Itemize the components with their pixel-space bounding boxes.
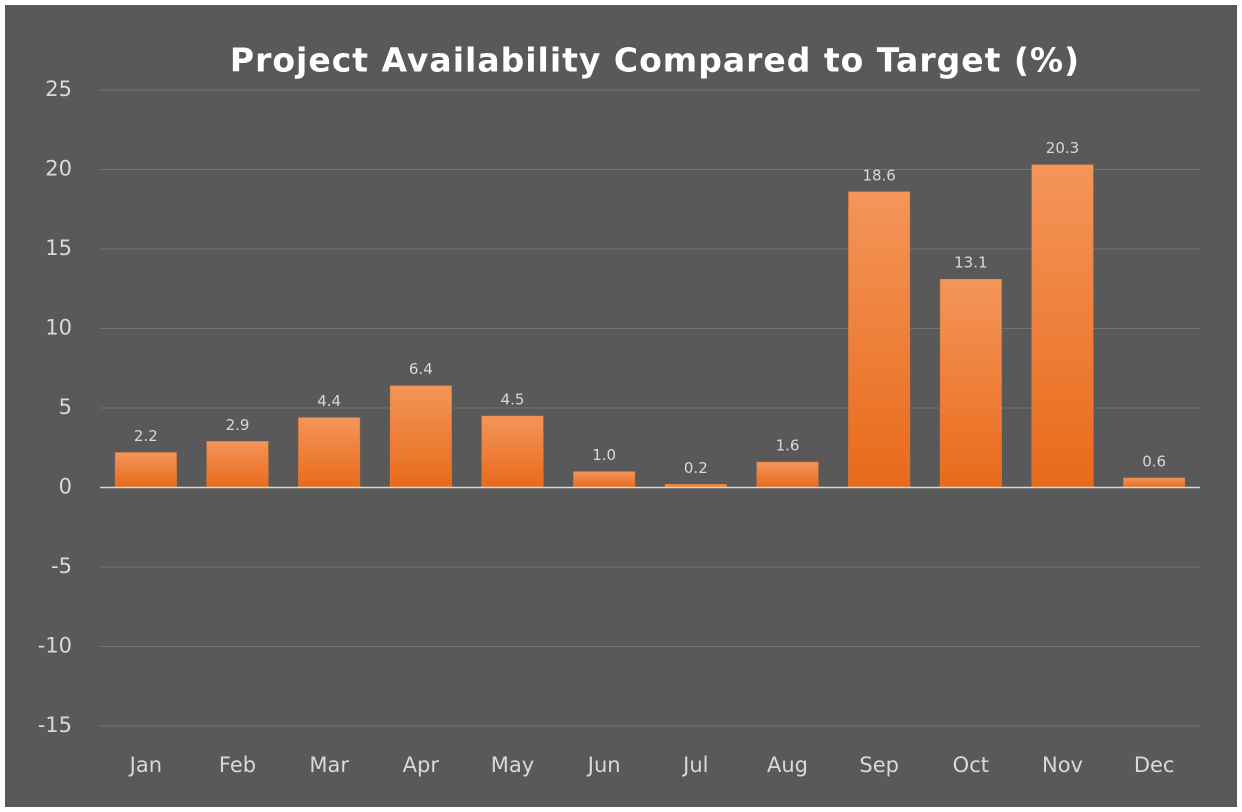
- bar: [848, 191, 911, 488]
- y-tick-label: -15: [38, 713, 72, 737]
- x-tick-label: Mar: [309, 753, 349, 777]
- x-tick-label: Aug: [767, 753, 808, 777]
- bar: [481, 415, 544, 488]
- bar: [756, 461, 819, 488]
- data-label: 0.2: [684, 459, 708, 477]
- y-tick-label: -5: [51, 554, 72, 578]
- chart-title: Project Availability Compared to Target …: [230, 41, 1080, 80]
- data-label: 1.6: [776, 437, 800, 455]
- y-tick-label: 5: [59, 395, 72, 419]
- x-tick-label: Sep: [859, 753, 899, 777]
- bar: [1123, 477, 1186, 488]
- x-tick-label: Jun: [586, 753, 621, 777]
- data-label: 4.4: [317, 392, 341, 410]
- bar: [206, 441, 269, 488]
- data-label: 1.0: [592, 446, 616, 464]
- y-tick-label: -10: [38, 634, 72, 658]
- x-tick-label: May: [491, 753, 534, 777]
- x-tick-label: Jan: [128, 753, 162, 777]
- x-tick-label: Dec: [1134, 753, 1175, 777]
- bar: [939, 278, 1002, 488]
- bar: [573, 471, 636, 488]
- data-label: 4.5: [501, 390, 525, 408]
- data-label: 0.6: [1142, 452, 1166, 470]
- y-tick-label: 0: [59, 475, 72, 499]
- y-tick-label: 20: [45, 157, 72, 181]
- data-label: 20.3: [1046, 139, 1079, 157]
- x-tick-label: Feb: [219, 753, 256, 777]
- y-tick-label: 25: [45, 77, 72, 101]
- data-label: 2.2: [134, 427, 158, 445]
- y-tick-label: 15: [45, 236, 72, 260]
- y-tick-label: 10: [45, 316, 72, 340]
- data-label: 18.6: [862, 166, 895, 184]
- bar: [389, 385, 452, 488]
- bar: [1031, 164, 1094, 488]
- x-tick-label: Jul: [681, 753, 708, 777]
- data-label: 2.9: [226, 416, 250, 434]
- x-tick-label: Nov: [1042, 753, 1083, 777]
- bar: [298, 417, 361, 488]
- data-label: 13.1: [954, 254, 987, 272]
- x-tick-label: Oct: [953, 753, 989, 777]
- data-label: 6.4: [409, 360, 433, 378]
- bar: [114, 452, 177, 488]
- x-tick-label: Apr: [403, 753, 440, 777]
